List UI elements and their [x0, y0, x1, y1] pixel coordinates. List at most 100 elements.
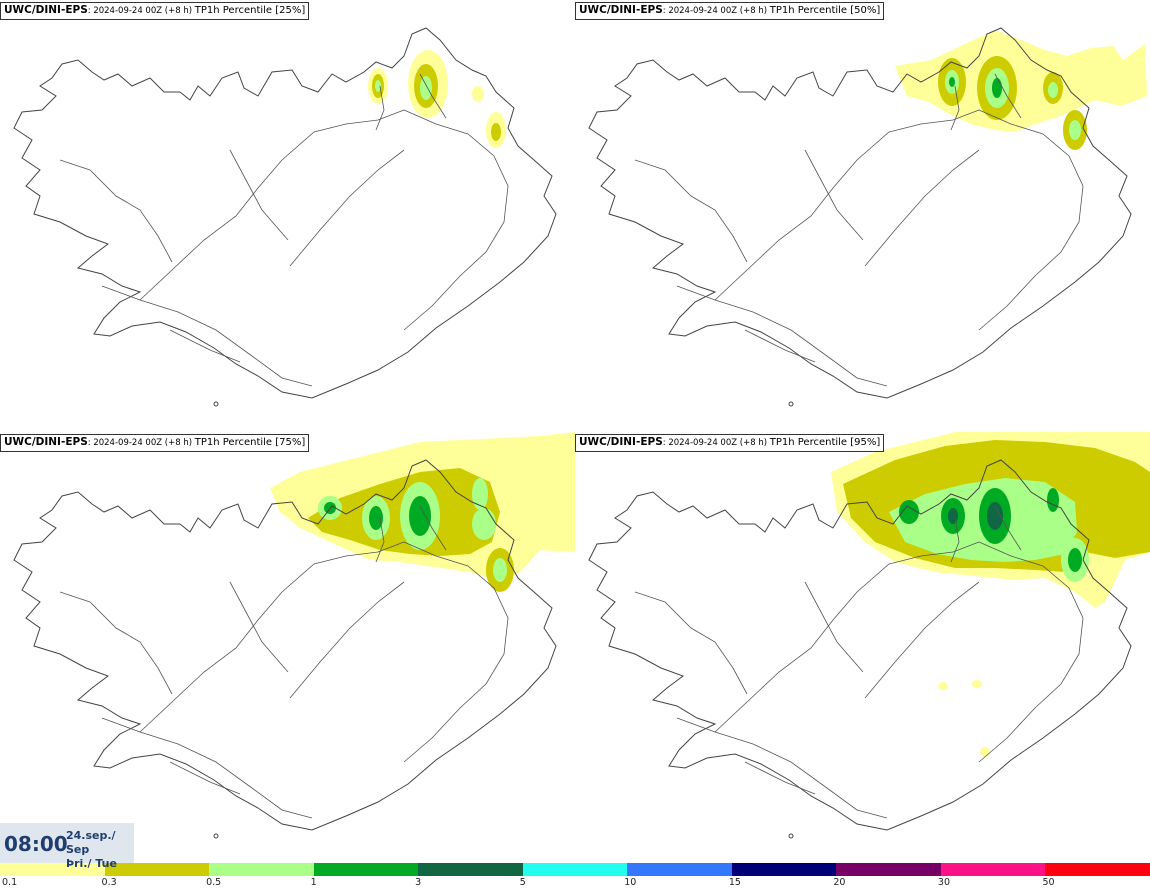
road-line — [978, 541, 1084, 763]
field-name: TP1h Percentile [75%] — [194, 437, 306, 448]
road-line — [59, 159, 173, 263]
road-line — [169, 761, 241, 795]
legend-label: 0.5 — [206, 877, 222, 888]
road-line — [714, 541, 980, 733]
road-line — [950, 85, 960, 131]
legend-swatch — [313, 863, 419, 876]
road-line — [101, 717, 313, 819]
road-line — [139, 109, 405, 301]
precip-contour — [420, 76, 432, 100]
road-line — [744, 329, 816, 363]
panel-title: UWC/DINI-EPS: 2024-09-24 00Z (+8 h) TP1h… — [575, 2, 885, 20]
map-panel-p75: UWC/DINI-EPS: 2024-09-24 00Z (+8 h) TP1h… — [0, 432, 575, 864]
road-line — [403, 541, 509, 763]
precip-contour — [980, 747, 990, 757]
road-line — [289, 581, 405, 699]
legend-label: 10 — [624, 877, 637, 888]
road-line — [403, 109, 509, 331]
legend-swatch — [0, 863, 105, 876]
date-line-1: 24.sep./ Sep — [66, 829, 116, 856]
road-line — [169, 329, 241, 363]
road-line — [994, 505, 1022, 551]
legend-swatch — [522, 863, 628, 876]
map-panel-p50: UWC/DINI-EPS: 2024-09-24 00Z (+8 h) TP1h… — [575, 0, 1150, 432]
field-name: TP1h Percentile [25%] — [194, 5, 306, 16]
legend-label: 30 — [937, 877, 950, 888]
road-line — [994, 73, 1022, 119]
legend-swatch — [418, 863, 523, 876]
field-name: TP1h Percentile [95%] — [769, 437, 881, 448]
road-line — [375, 517, 385, 563]
precip-contour — [972, 680, 982, 688]
run-info: : 2024-09-24 00Z (+8 h) — [87, 438, 195, 448]
coastline — [13, 459, 557, 831]
model-name: UWC/DINI-EPS — [4, 4, 88, 16]
precip-map — [13, 432, 575, 839]
legend-swatch — [731, 863, 837, 876]
date-line-2: Þri./ Tue — [66, 857, 117, 870]
precip-contour — [948, 508, 958, 524]
precip-contour — [949, 77, 955, 87]
precip-contour — [472, 86, 484, 102]
road-line — [676, 285, 888, 387]
precip-contour — [472, 508, 496, 540]
road-line — [229, 149, 289, 241]
coastline — [13, 27, 557, 399]
road-line — [804, 581, 864, 673]
run-info: : 2024-09-24 00Z (+8 h) — [662, 438, 770, 448]
model-name: UWC/DINI-EPS — [4, 436, 88, 448]
precip-contour — [992, 78, 1002, 98]
legend-label: 20 — [833, 877, 846, 888]
road-line — [804, 149, 864, 241]
road-line — [950, 517, 960, 563]
legend-label: 0.3 — [101, 877, 117, 888]
precip-contour — [1069, 120, 1081, 140]
legend-swatch — [209, 863, 314, 876]
color-scale-labels: 0.1 0.3 0.5 1 3 5 10 15 20 30 50 — [0, 877, 1150, 891]
precip-map — [588, 27, 1147, 407]
valid-time-box: 08:00 24.sep./ Sep Þri./ Tue — [0, 823, 134, 870]
road-line — [375, 85, 385, 131]
precip-contour — [899, 500, 919, 524]
legend-label: 3 — [415, 877, 422, 888]
road-line — [634, 159, 748, 263]
legend-swatch — [836, 863, 941, 876]
model-name: UWC/DINI-EPS — [579, 436, 663, 448]
road-line — [229, 581, 289, 673]
precip-contour — [1068, 548, 1082, 572]
road-line — [634, 591, 748, 695]
road-line — [59, 591, 173, 695]
road-line — [419, 505, 447, 551]
precip-contour — [987, 502, 1003, 530]
precip-contour — [369, 506, 383, 530]
road-line — [864, 149, 980, 267]
legend-label: 5 — [519, 877, 526, 888]
precip-contour — [1047, 488, 1059, 512]
precip-contour — [493, 558, 507, 582]
coastline — [588, 27, 1132, 399]
valid-time: 08:00 — [4, 832, 68, 856]
precip-area — [895, 30, 1147, 132]
precip-map — [588, 432, 1150, 839]
road-line — [289, 149, 405, 267]
road-line — [714, 109, 980, 301]
road-line — [864, 581, 980, 699]
island — [788, 401, 794, 407]
legend-label: 1 — [310, 877, 317, 888]
road-line — [419, 73, 447, 119]
precip-contour — [491, 123, 501, 141]
precip-contour — [409, 496, 431, 536]
map-panel-p25: UWC/DINI-EPS: 2024-09-24 00Z (+8 h) TP1h… — [0, 0, 575, 432]
island — [213, 401, 219, 407]
island — [213, 833, 219, 839]
map-panel-p95: UWC/DINI-EPS: 2024-09-24 00Z (+8 h) TP1h… — [575, 432, 1150, 864]
run-info: : 2024-09-24 00Z (+8 h) — [662, 6, 770, 16]
road-line — [744, 761, 816, 795]
precip-contour — [938, 682, 948, 690]
road-line — [676, 717, 888, 819]
legend-label: 0.1 — [2, 877, 18, 888]
coastline — [588, 459, 1132, 831]
road-line — [978, 109, 1084, 331]
precip-map — [13, 27, 557, 407]
panel-title: UWC/DINI-EPS: 2024-09-24 00Z (+8 h) TP1h… — [575, 434, 885, 452]
